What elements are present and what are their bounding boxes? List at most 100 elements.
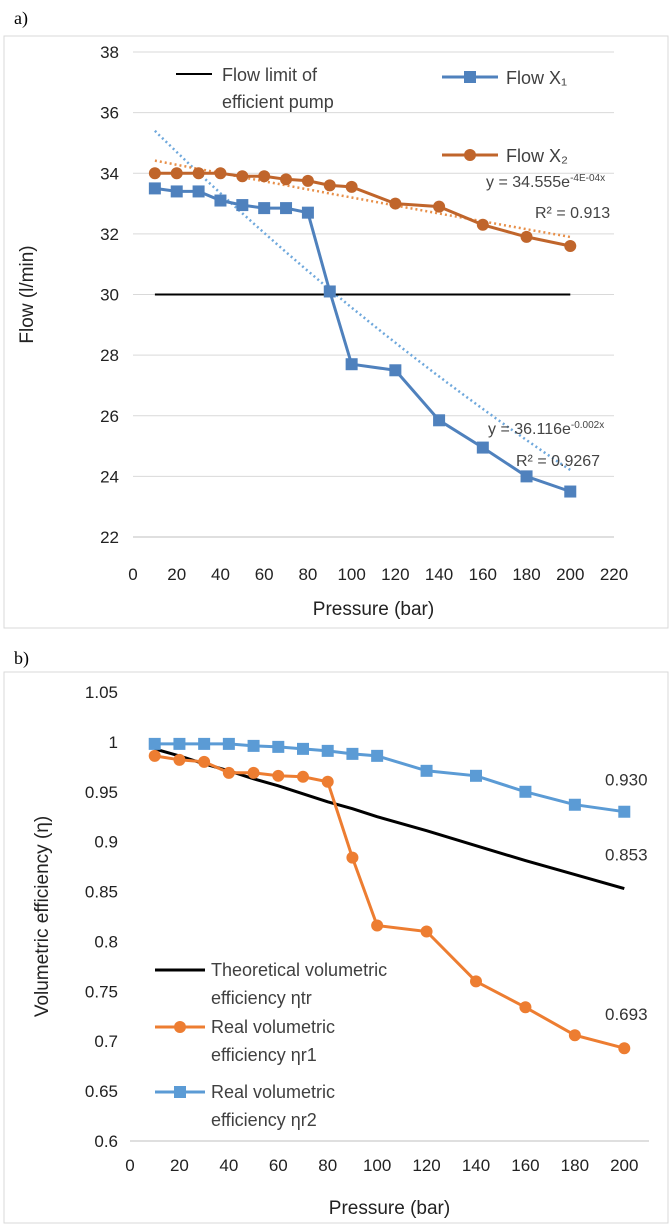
data-point-flow-x [345,180,358,193]
legend-label-line2-real-volumetric-efficiency-r2: efficiency ηr2 [211,1110,317,1130]
legend-marker-real-volumetric-efficiency-r2 [174,1086,186,1098]
y-tick-label: 1 [109,733,118,752]
x-tick-label: 200 [610,1156,638,1175]
legend-label-line2-theoretical-volumetric-efficiency-tr: efficiency ηtr [211,988,312,1008]
chart-a-axes: 22 24 26 28 30 32 34 36 38 0 20 40 60 80 100 120 140 160 1… [17,43,628,620]
x-tick-label: 60 [255,565,274,584]
data-point-flow-x [148,182,161,195]
data-point-real-volumetric-efficiency-r2 [247,739,260,752]
data-point-real-volumetric-efficiency-r2 [346,747,359,760]
data-point-flow-x [258,202,271,215]
x-tick-label: 100 [337,565,365,584]
legend-label-line1-theoretical-volumetric-efficiency-tr: Theoretical volumetric [211,960,387,980]
y-tick-label: 0.9 [94,833,118,852]
legend-label-flow-x1: Flow X₁ [506,68,567,88]
y-tick-label: 28 [100,346,119,365]
x-tick-label: 0 [125,1156,134,1175]
x-tick-label: 0 [128,565,137,584]
x-tick-label: 40 [219,1156,238,1175]
data-point-flow-x [214,167,227,180]
x-tick-label: 20 [167,565,186,584]
x-tick-label: 40 [211,565,230,584]
data-point-real-volumetric-efficiency-r2 [618,805,631,818]
trendline-r2-x2: R² = 0.913 [535,205,610,222]
series-line-real-volumetric-efficiency-r2 [154,742,625,814]
data-point-real-volumetric-efficiency-r2 [297,742,309,755]
panel-b-label: b) [14,648,29,669]
data-point-flow-x [476,218,489,231]
y-tick-label: 0.65 [85,1082,118,1101]
panel-a-label: a) [14,8,28,29]
y-tick-label: 32 [100,225,119,244]
x-tick-label: 100 [363,1156,391,1175]
data-point-real-volumetric-efficiency-r1 [297,770,309,783]
legend-label-line: efficient pump [222,92,334,112]
x-tick-label: 160 [511,1156,539,1175]
data-label-real-volumetric-efficiency-r2: 0.930 [605,771,648,790]
x-axis-title: Pressure (bar) [313,599,434,620]
data-point-real-volumetric-efficiency-r1 [247,766,260,779]
efficiency-chart: 0.6 0.65 0.7 0.75 0.8 0.85 0.9 0.95 1 1.05 0 20 40 60… [3,671,669,1224]
data-point-real-volumetric-efficiency-r1 [568,1029,581,1042]
data-point-real-volumetric-efficiency-r2 [222,737,235,750]
data-point-real-volumetric-efficiency-r1 [272,769,285,782]
y-tick-label: 0.75 [85,982,118,1001]
y-tick-label: 0.85 [85,883,118,902]
data-point-real-volumetric-efficiency-r1 [371,919,384,932]
data-point-real-volumetric-efficiency-r1 [470,975,482,988]
legend-label-line2-real-volumetric-efficiency-r1: efficiency ηr1 [211,1045,317,1065]
data-point-flow-x [520,470,533,483]
y-tick-label: 0.95 [85,783,118,802]
data-point-real-volumetric-efficiency-r2 [519,785,532,798]
x-tick-label: 220 [600,565,628,584]
data-point-real-volumetric-efficiency-r1 [222,766,235,779]
y-axis-title: Volumetric efficiency (η) [32,816,53,1017]
data-point-real-volumetric-efficiency-r2 [148,737,161,750]
data-point-flow-x [214,194,227,207]
data-point-real-volumetric-efficiency-r2 [198,737,211,750]
data-point-real-volumetric-efficiency-r1 [198,755,211,768]
data-point-real-volumetric-efficiency-r1 [148,749,161,762]
data-point-real-volumetric-efficiency-r1 [519,1001,532,1014]
data-point-flow-x [148,167,161,180]
data-point-flow-x [345,358,358,371]
legend-marker-flow-x2 [464,149,476,161]
data-point-flow-x [564,240,577,252]
data-point-flow-x [323,179,336,192]
data-point-real-volumetric-efficiency-r1 [173,753,186,766]
data-point-real-volumetric-efficiency-r2 [470,769,482,782]
data-point-real-volumetric-efficiency-r1 [321,775,334,788]
data-label-theoretical-volumetric-efficiency-tr: 0.853 [605,846,648,865]
chart-a-frame [3,35,669,629]
chart-b-frame [3,671,669,1224]
x-tick-label: 140 [425,565,453,584]
trendline-equation-x1: y = 36.116e-0.002x [488,420,604,438]
data-point-flow-x [301,206,314,219]
data-point-flow-x [564,485,577,498]
data-point-flow-x [323,285,336,298]
x-tick-label: 120 [381,565,409,584]
data-point-flow-x [258,170,271,183]
data-point-real-volumetric-efficiency-r2 [272,740,285,753]
legend-marker-real-volumetric-efficiency-r1 [174,1021,186,1033]
y-tick-label: 26 [100,407,119,426]
data-point-flow-x [433,200,446,213]
chart-a-annotations: y = 34.555e-4E-04x R² = 0.913 y = 36.116e-… [486,173,610,470]
data-point-flow-x [389,364,402,377]
flow-chart: 22 24 26 28 30 32 34 36 38 0 20 40 60 80 100 120 140 160 1… [3,35,669,629]
data-point-flow-x [170,167,183,180]
x-tick-label: 60 [269,1156,288,1175]
chart-a-series [148,167,577,498]
data-point-flow-x [236,199,249,212]
x-tick-label: 160 [469,565,497,584]
legend-label-line1-real-volumetric-efficiency-r1: Real volumetric [211,1017,335,1037]
x-tick-label: 20 [170,1156,189,1175]
data-point-real-volumetric-efficiency-r2 [173,737,186,750]
legend-marker-flow-x1 [464,71,476,83]
trendline-exponent-x1: -0.002x [571,420,604,431]
y-tick-label: 34 [100,164,119,183]
data-point-real-volumetric-efficiency-r2 [371,749,384,762]
data-point-real-volumetric-efficiency-r1 [618,1042,631,1055]
data-point-flow-x [192,185,205,198]
